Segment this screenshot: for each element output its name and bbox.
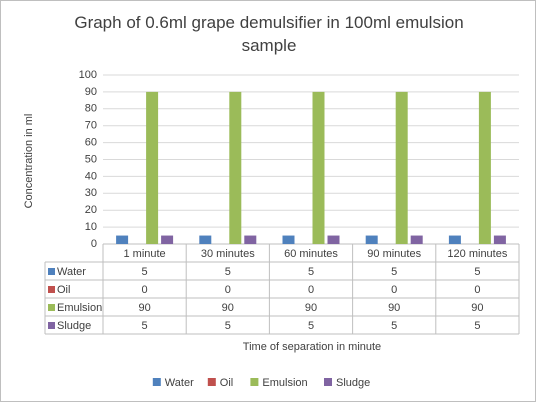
y-tick-label: 10 — [85, 221, 97, 233]
y-tick-label: 50 — [85, 153, 97, 165]
x-tick-label: 1 minute — [123, 248, 165, 260]
legend-swatch — [48, 304, 55, 311]
row-header: Emulsion — [57, 302, 102, 314]
bar — [116, 235, 129, 244]
legend-label: Emulsion — [262, 377, 307, 389]
legend-swatch — [48, 268, 55, 275]
table-value: 90 — [305, 302, 317, 314]
x-axis-title: Time of separation in minute — [243, 341, 381, 353]
table-value: 90 — [222, 302, 234, 314]
table-value: 0 — [308, 284, 314, 296]
table-value: 90 — [471, 302, 483, 314]
chart-title: Graph of 0.6ml grape demulsifier in 100m… — [74, 13, 464, 55]
bar — [478, 91, 491, 245]
table-value: 90 — [138, 302, 150, 314]
bar — [229, 91, 242, 245]
table-value: 0 — [474, 284, 480, 296]
x-tick-label: 60 minutes — [284, 248, 338, 260]
table-value: 5 — [142, 266, 148, 278]
y-tick-label: 90 — [85, 86, 97, 98]
bar — [161, 235, 174, 244]
table-value: 0 — [142, 284, 148, 296]
table-value: 5 — [308, 320, 314, 332]
bar — [327, 235, 340, 244]
x-tick-label: 90 minutes — [367, 248, 421, 260]
legend-swatch — [48, 322, 55, 329]
bar — [244, 235, 257, 244]
bar — [146, 91, 159, 245]
bar — [410, 235, 423, 244]
table-value: 5 — [474, 320, 480, 332]
table-value: 90 — [388, 302, 400, 314]
legend-swatch — [152, 378, 161, 386]
y-tick-label: 60 — [85, 137, 97, 149]
legend-swatch — [48, 286, 55, 293]
table-value: 5 — [391, 320, 397, 332]
bar — [493, 235, 506, 244]
legend-label: Oil — [220, 377, 233, 389]
legend-label: Sludge — [336, 377, 370, 389]
y-tick-label: 40 — [85, 170, 97, 182]
y-tick-label: 100 — [79, 69, 97, 81]
y-tick-label: 30 — [85, 187, 97, 199]
table-value: 0 — [391, 284, 397, 296]
y-tick-label: 20 — [85, 204, 97, 216]
table-value: 5 — [474, 266, 480, 278]
table-value: 5 — [225, 320, 231, 332]
row-header: Sludge — [57, 320, 91, 332]
table-value: 5 — [308, 266, 314, 278]
x-tick-label: 30 minutes — [201, 248, 255, 260]
bar — [312, 91, 325, 245]
legend-swatch — [324, 378, 332, 386]
bar — [395, 91, 408, 245]
legend-swatch — [207, 378, 216, 386]
y-tick-label: 70 — [85, 120, 97, 132]
bar — [448, 235, 461, 244]
table-value: 5 — [142, 320, 148, 332]
row-header: Water — [57, 266, 86, 278]
y-tick-label: 80 — [85, 103, 97, 115]
table-value: 0 — [225, 284, 231, 296]
legend-label: Water — [165, 377, 194, 389]
row-header: Oil — [57, 284, 70, 296]
legend-swatch — [250, 378, 259, 386]
table-value: 5 — [391, 266, 397, 278]
bar — [365, 235, 378, 244]
x-tick-label: 120 minutes — [447, 248, 507, 260]
bar — [199, 235, 212, 244]
table-value: 5 — [225, 266, 231, 278]
y-axis-title: Concentration in ml — [23, 114, 35, 209]
bar — [282, 235, 295, 244]
y-tick-label: 0 — [91, 238, 97, 250]
